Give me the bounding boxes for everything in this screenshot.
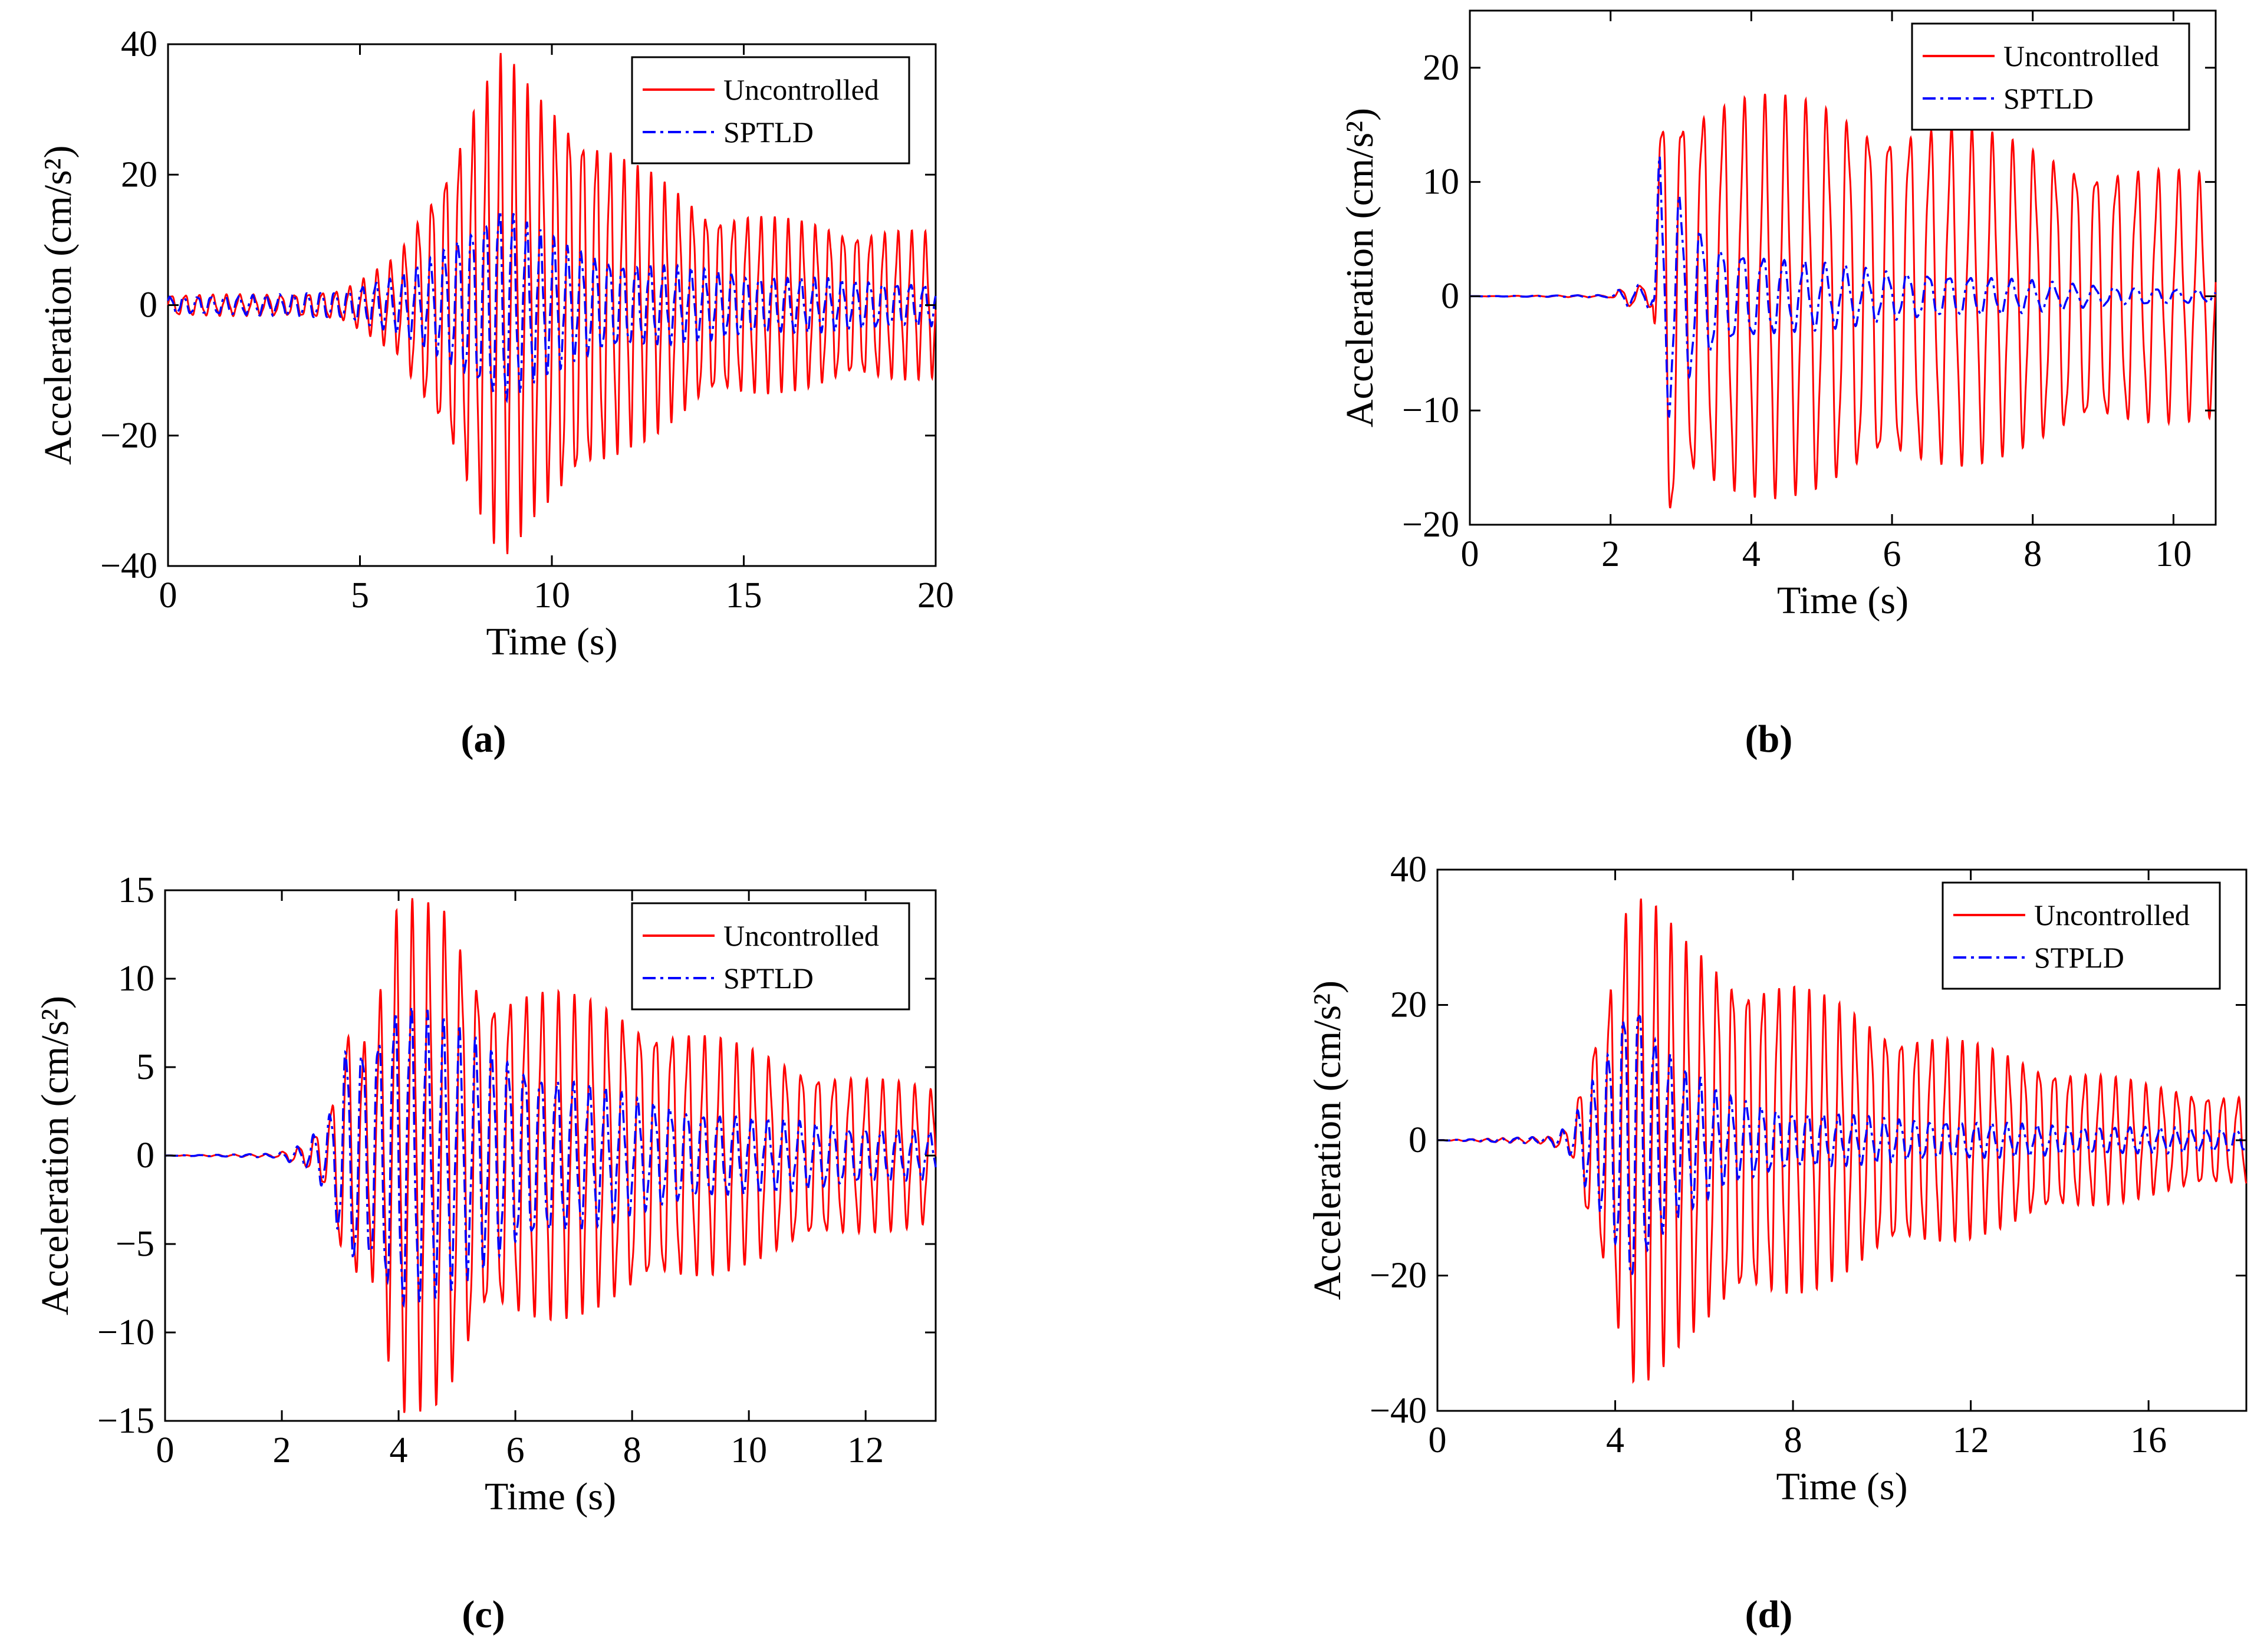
- series-uncontrolled-line: [165, 898, 937, 1413]
- series-controlled-line: [1470, 156, 2217, 419]
- y-tick-label: −20: [1370, 1256, 1427, 1296]
- legend-label-controlled: SPTLD: [2003, 82, 2094, 115]
- legend: Uncontrolled SPTLD: [631, 56, 910, 164]
- y-tick-label: 40: [121, 24, 157, 64]
- x-axis-label: Time (s): [485, 1475, 616, 1518]
- legend-label-uncontrolled: Uncontrolled: [723, 73, 879, 106]
- panel-caption: (c): [462, 1593, 505, 1636]
- legend-label-controlled: STPLD: [2034, 941, 2124, 974]
- y-tick-label: 10: [118, 959, 154, 999]
- y-axis-label: Acceleration (cm/s²): [1338, 108, 1381, 427]
- y-axis-label: Acceleration (cm/s²): [1306, 980, 1349, 1300]
- x-tick-label: 0: [1461, 534, 1479, 574]
- x-tick-label: 4: [1742, 534, 1761, 574]
- panel-caption: (b): [1745, 718, 1793, 761]
- x-tick-label: 4: [390, 1430, 408, 1470]
- legend-label-uncontrolled: Uncontrolled: [2003, 40, 2159, 73]
- panel-a: 0 5 10 15 20 −40 −20 0 20 40 Time (s) Acceleratio…: [37, 24, 954, 761]
- x-tick-label: 12: [847, 1430, 884, 1470]
- x-tick-label: 10: [2155, 534, 2192, 574]
- legend-box: [631, 56, 910, 164]
- x-tick-label: 0: [156, 1430, 175, 1470]
- series-controlled-line: [1437, 1014, 2248, 1275]
- series-controlled-line: [165, 1005, 937, 1308]
- x-tick-label: 16: [2130, 1420, 2167, 1460]
- panel-b: 0 2 4 6 8 10 −20 −10 0 10 20 Time (s) Acceleration…: [1338, 9, 2217, 761]
- x-tick-label: 6: [506, 1430, 525, 1470]
- y-tick-label: −20: [1402, 505, 1459, 545]
- series-uncontrolled-line: [1437, 898, 2248, 1384]
- legend-label-controlled: SPTLD: [723, 962, 814, 995]
- y-tick-label: 15: [118, 870, 154, 910]
- y-tick-label: −40: [1370, 1391, 1427, 1431]
- x-tick-label: 15: [726, 575, 762, 616]
- y-tick-label: 0: [136, 1136, 154, 1176]
- legend-label-controlled: SPTLD: [723, 116, 814, 149]
- y-tick-label: −10: [97, 1312, 154, 1352]
- y-tick-label: 0: [139, 285, 157, 325]
- y-tick-label: −10: [1402, 390, 1459, 430]
- x-tick-label: 8: [1784, 1420, 1802, 1460]
- panel-caption: (d): [1745, 1593, 1793, 1636]
- x-tick-label: 2: [273, 1430, 291, 1470]
- panel-c: 0 2 4 6 8 10 12 −15 −10 −5 0 5 10 15 Time (s) Acceler…: [34, 870, 937, 1636]
- x-tick-label: 2: [1601, 534, 1620, 574]
- series-uncontrolled-line: [167, 52, 937, 554]
- y-tick-label: 20: [1423, 48, 1459, 88]
- legend: Uncontrolled STPLD: [1942, 881, 2221, 990]
- panel-caption: (a): [461, 718, 506, 761]
- legend-box: [1942, 881, 2221, 990]
- x-tick-label: 12: [1953, 1420, 1989, 1460]
- x-tick-label: 5: [351, 575, 369, 616]
- x-tick-label: 4: [1606, 1420, 1624, 1460]
- y-tick-label: −40: [100, 546, 157, 586]
- x-tick-label: 0: [159, 575, 177, 616]
- plot-frame: [1469, 9, 2217, 526]
- series-uncontrolled-line: [1470, 93, 2217, 509]
- axis-ticks: 0 4 8 12 16 −40 −20 0 20 40: [1370, 850, 2246, 1460]
- x-tick-label: 6: [1883, 534, 1901, 574]
- x-tick-label: 20: [917, 575, 954, 616]
- x-tick-label: 8: [2023, 534, 2042, 574]
- legend-label-uncontrolled: Uncontrolled: [2034, 899, 2190, 932]
- axis-ticks: 0 2 4 6 8 10 −20 −10 0 10 20: [1402, 11, 2216, 574]
- legend-box: [1911, 22, 2190, 131]
- y-tick-label: 0: [1441, 276, 1459, 316]
- y-tick-label: −5: [116, 1224, 154, 1264]
- series-layer: [165, 898, 937, 1413]
- y-tick-label: 5: [136, 1047, 154, 1087]
- x-tick-label: 10: [731, 1430, 767, 1470]
- x-tick-label: 0: [1429, 1420, 1447, 1460]
- y-tick-label: 40: [1390, 850, 1427, 890]
- series-layer: [167, 52, 937, 554]
- legend-box: [631, 902, 910, 1011]
- y-tick-label: −15: [97, 1401, 154, 1441]
- legend: Uncontrolled SPTLD: [631, 902, 910, 1011]
- panel-d: 0 4 8 12 16 −40 −20 0 20 40 Time (s) Acceleration…: [1306, 850, 2248, 1636]
- y-tick-label: 20: [1390, 985, 1427, 1025]
- y-tick-label: 0: [1409, 1120, 1427, 1160]
- y-tick-label: 10: [1423, 162, 1459, 202]
- y-axis-label: Acceleration (cm/s²): [37, 145, 80, 465]
- x-tick-label: 10: [534, 575, 570, 616]
- y-tick-label: −20: [100, 416, 157, 456]
- y-axis-label: Acceleration (cm/s²): [34, 996, 77, 1315]
- legend: Uncontrolled SPTLD: [1911, 22, 2190, 131]
- x-axis-label: Time (s): [1777, 579, 1909, 622]
- axis-ticks: 0 5 10 15 20 −40 −20 0 20 40: [100, 24, 954, 616]
- legend-label-uncontrolled: Uncontrolled: [723, 919, 879, 952]
- x-axis-label: Time (s): [1776, 1465, 1907, 1508]
- axis-ticks: 0 2 4 6 8 10 12 −15 −10 −5 0 5 10 15: [97, 870, 936, 1470]
- x-axis-label: Time (s): [486, 620, 617, 663]
- series-layer: [1437, 898, 2248, 1384]
- y-tick-label: 20: [121, 154, 157, 195]
- series-layer: [1470, 93, 2217, 509]
- x-tick-label: 8: [623, 1430, 641, 1470]
